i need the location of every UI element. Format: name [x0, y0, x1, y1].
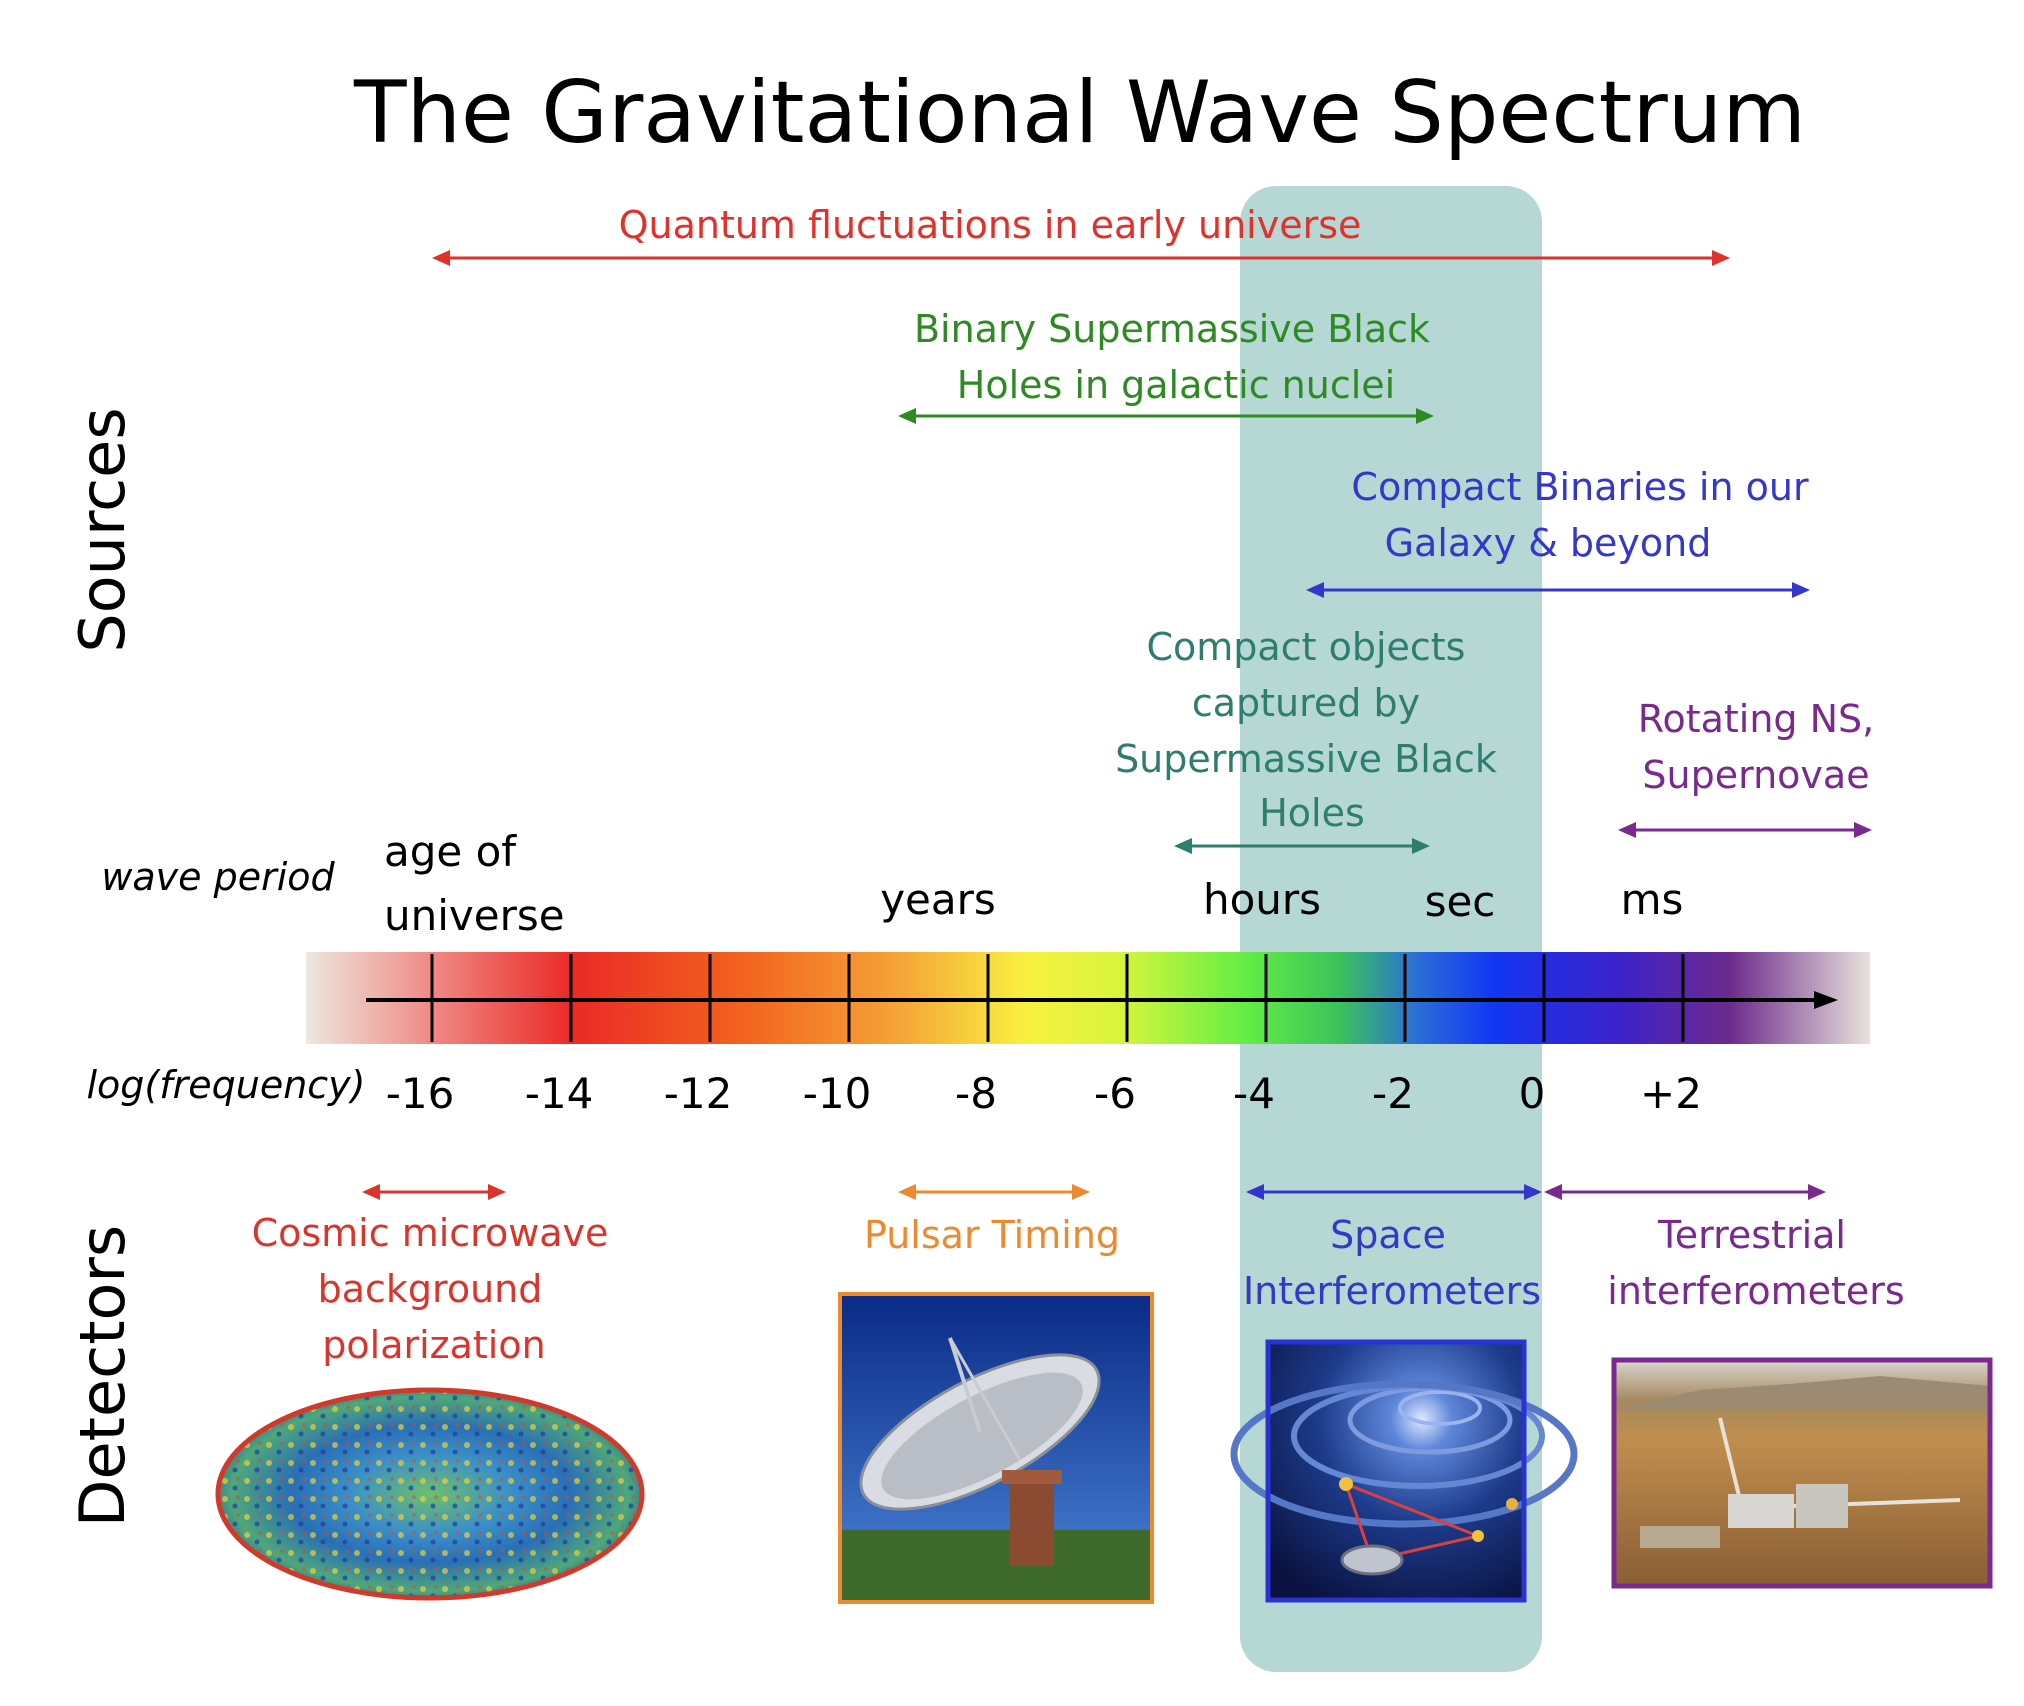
- frequency-tick-labels: -16 -14 -12 -10 -8 -6 -4 -2 0 +2: [386, 1069, 1702, 1118]
- source-smbh-range-arrow: [898, 408, 1434, 424]
- source-captured-label-line4: Holes: [1259, 791, 1365, 835]
- frequency-tick-label: -12: [664, 1069, 733, 1118]
- detector-cmb-label-line3: polarization: [322, 1323, 545, 1367]
- detector-pulsar-range-arrow: [898, 1184, 1090, 1200]
- wave-period-row-label: wave period: [101, 855, 335, 899]
- source-quantum-label: Quantum fluctuations in early universe: [619, 203, 1362, 247]
- source-rotating-label-line2: Supernovae: [1642, 753, 1869, 797]
- log-frequency-row-label: log(frequency): [86, 1063, 365, 1107]
- source-smbh-label-line1: Binary Supermassive Black: [914, 307, 1430, 351]
- radio-telescope-image: [838, 1292, 1154, 1604]
- period-label-age-line2: universe: [384, 891, 565, 940]
- source-captured-range-arrow: [1174, 838, 1430, 854]
- source-compact-binaries-range-arrow: [1306, 582, 1810, 598]
- detector-cmb-label-line2: background: [318, 1267, 543, 1311]
- ligo-observatory-image: [1611, 1357, 1993, 1589]
- period-label-hours: hours: [1203, 875, 1321, 924]
- source-captured-label-line2: captured by: [1192, 681, 1420, 725]
- cmb-sky-map-image: [215, 1387, 645, 1601]
- frequency-tick-label: -14: [525, 1069, 594, 1118]
- period-label-ms: ms: [1621, 875, 1684, 924]
- frequency-axis: [366, 991, 1838, 1009]
- detector-pulsar-label: Pulsar Timing: [864, 1213, 1120, 1257]
- sources-side-label: Sources: [66, 407, 139, 652]
- detector-terrestrial-label-line2: interferometers: [1607, 1269, 1904, 1313]
- period-label-sec: sec: [1425, 877, 1496, 926]
- source-quantum-range-arrow: [432, 250, 1730, 266]
- detector-space-label-line1: Space: [1330, 1213, 1446, 1257]
- highlight-band: [1240, 186, 1542, 1672]
- frequency-tick-label: +2: [1640, 1069, 1702, 1118]
- detector-cmb-label-line1: Cosmic microwave: [252, 1211, 609, 1255]
- frequency-tick-marks: [430, 954, 1685, 1042]
- source-captured-label-line1: Compact objects: [1147, 625, 1466, 669]
- frequency-tick-label: -2: [1372, 1069, 1414, 1118]
- space-interferometer-image: [1230, 1339, 1578, 1603]
- detector-cmb-range-arrow: [362, 1184, 506, 1200]
- frequency-tick-label: -6: [1094, 1069, 1136, 1118]
- frequency-tick-label: -16: [386, 1069, 455, 1118]
- detector-terrestrial-range-arrow: [1544, 1184, 1826, 1200]
- detectors-side-label: Detectors: [66, 1225, 139, 1527]
- source-rotating-label-line1: Rotating NS,: [1638, 697, 1875, 741]
- source-compact-binaries-label-line2: Galaxy & beyond: [1385, 521, 1712, 565]
- frequency-tick-label: 0: [1519, 1069, 1546, 1118]
- frequency-tick-label: -4: [1233, 1069, 1275, 1118]
- source-rotating-range-arrow: [1618, 822, 1872, 838]
- detector-terrestrial-label-line1: Terrestrial: [1657, 1213, 1846, 1257]
- detector-space-range-arrow: [1246, 1184, 1542, 1200]
- source-smbh-label-line2: Holes in galactic nuclei: [957, 363, 1395, 407]
- frequency-tick-label: -10: [803, 1069, 872, 1118]
- source-compact-binaries-label-line1: Compact Binaries in our: [1351, 465, 1809, 509]
- frequency-tick-label: -8: [955, 1069, 997, 1118]
- period-label-years: years: [880, 875, 996, 924]
- detector-space-label-line2: Interferometers: [1243, 1269, 1541, 1313]
- period-label-age-line1: age of: [384, 827, 517, 876]
- page-title: The Gravitational Wave Spectrum: [353, 63, 1806, 163]
- source-captured-label-line3: Supermassive Black: [1115, 737, 1497, 781]
